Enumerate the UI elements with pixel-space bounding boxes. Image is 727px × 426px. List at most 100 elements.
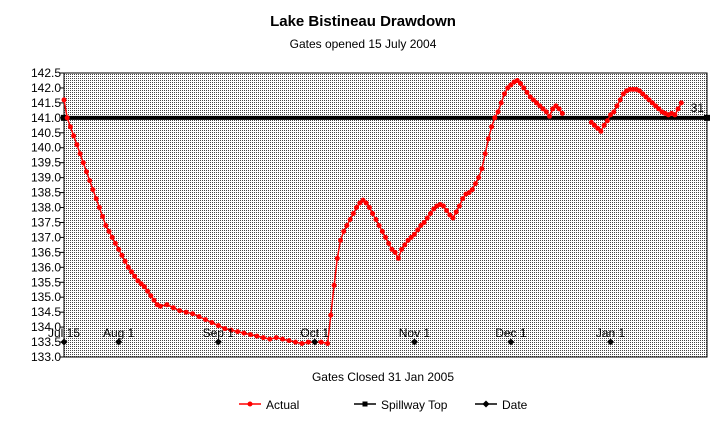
y-tick-label: 140.5 <box>31 126 61 140</box>
y-tick-label: 142.5 <box>31 66 61 80</box>
actual-data-point <box>524 89 530 95</box>
actual-data-point <box>601 122 607 128</box>
actual-data-point <box>196 314 202 320</box>
spillway-top-marker <box>61 114 67 121</box>
actual-data-point <box>209 320 215 326</box>
actual-data-point <box>145 288 151 294</box>
date-label: Nov 1 <box>399 326 431 340</box>
actual-data-point <box>77 151 83 157</box>
actual-data-point <box>411 231 417 237</box>
actual-data-point <box>241 330 247 336</box>
actual-data-point <box>637 88 642 94</box>
date-label: Jul 15 <box>48 326 80 340</box>
actual-data-point <box>543 109 549 115</box>
actual-data-point <box>376 223 382 228</box>
actual-data-point <box>592 122 597 128</box>
actual-data-point <box>460 196 466 202</box>
actual-data-point <box>473 181 478 187</box>
actual-data-point <box>132 273 138 279</box>
actual-data-point <box>617 97 623 103</box>
actual-data-point <box>90 187 96 193</box>
actual-data-point <box>614 103 620 109</box>
series-layer: Jul 15 Aug 1 Sep 1 Oct 1 Nov 1 Dec 1 Jan 1 31 <box>48 78 710 346</box>
actual-data-point <box>347 217 353 222</box>
actual-data-point <box>521 85 527 91</box>
actual-data-point <box>84 169 89 175</box>
actual-data-point <box>402 242 408 248</box>
actual-data-point <box>103 223 109 228</box>
actual-data-point <box>61 97 67 103</box>
actual-data-point <box>553 103 559 109</box>
actual-data-point <box>286 338 292 344</box>
y-tick-label: 139.0 <box>31 171 61 185</box>
actual-data-point <box>540 106 546 112</box>
actual-data-point <box>653 103 659 109</box>
actual-data-point <box>363 200 369 206</box>
actual-data-point <box>74 142 80 148</box>
actual-data-point <box>350 211 356 216</box>
actual-data-point <box>405 237 411 243</box>
date-label: Jan 1 <box>596 326 626 340</box>
actual-data-point <box>177 308 183 314</box>
actual-data-point <box>466 190 472 196</box>
actual-data-point <box>96 205 102 210</box>
actual-data-point <box>678 100 684 106</box>
actual-data-point <box>514 78 520 83</box>
spillway-top-marker <box>704 114 710 121</box>
actual-data-point <box>203 317 208 323</box>
actual-data-point <box>135 278 141 284</box>
actual-data-point <box>502 91 507 97</box>
actual-data-point <box>215 323 221 329</box>
actual-data-point <box>550 106 556 112</box>
actual-data-point <box>537 103 543 109</box>
actual-data-point <box>122 258 128 264</box>
actual-data-point <box>547 113 552 119</box>
actual-data-point <box>643 94 649 100</box>
y-tick-label: 141.0 <box>31 111 61 125</box>
actual-data-point <box>370 211 376 216</box>
actual-data-point <box>431 206 437 212</box>
actual-data-point <box>505 85 511 91</box>
actual-data-point <box>386 240 392 246</box>
actual-data-point <box>559 110 565 116</box>
actual-data-point <box>476 175 482 181</box>
actual-data-point <box>235 329 241 335</box>
actual-data-point <box>293 339 298 345</box>
date-label: Aug 1 <box>103 326 135 340</box>
actual-data-point <box>595 125 601 131</box>
date-marker <box>214 338 222 346</box>
date-marker <box>507 338 515 346</box>
actual-data-point <box>183 309 189 315</box>
chart-title: Lake Bistineau Drawdown <box>270 13 456 30</box>
y-tick-label: 142.0 <box>31 81 61 95</box>
actual-data-point <box>447 212 453 218</box>
actual-data-point <box>649 100 655 106</box>
actual-data-point <box>424 215 430 221</box>
actual-data-point <box>383 234 388 240</box>
actual-data-point <box>518 81 523 86</box>
actual-data-point <box>530 97 536 103</box>
actual-data-point <box>392 249 398 255</box>
y-tick-label: 138.5 <box>31 186 61 200</box>
actual-data-point <box>646 97 652 103</box>
legend-item-spillway: Spillway Top <box>354 398 448 412</box>
date-marker <box>60 338 68 346</box>
legend-actual-label: Actual <box>266 398 299 412</box>
actual-data-point <box>267 336 273 342</box>
actual-data-point <box>444 208 450 213</box>
actual-data-point <box>485 136 491 142</box>
actual-data-point <box>640 91 646 97</box>
actual-data-point <box>534 100 540 106</box>
actual-data-point <box>556 106 562 112</box>
actual-data-point <box>450 215 456 221</box>
actual-data-point <box>672 112 678 118</box>
actual-data-point <box>280 336 286 342</box>
actual-data-point <box>598 128 604 134</box>
y-tick-label: 134.0 <box>31 320 61 334</box>
actual-data-point <box>453 209 459 215</box>
actual-data-point <box>611 109 617 115</box>
actual-data-point <box>360 197 366 203</box>
date-label: Sep 1 <box>203 326 235 340</box>
actual-data-point <box>164 302 170 308</box>
actual-data-point <box>67 124 73 130</box>
